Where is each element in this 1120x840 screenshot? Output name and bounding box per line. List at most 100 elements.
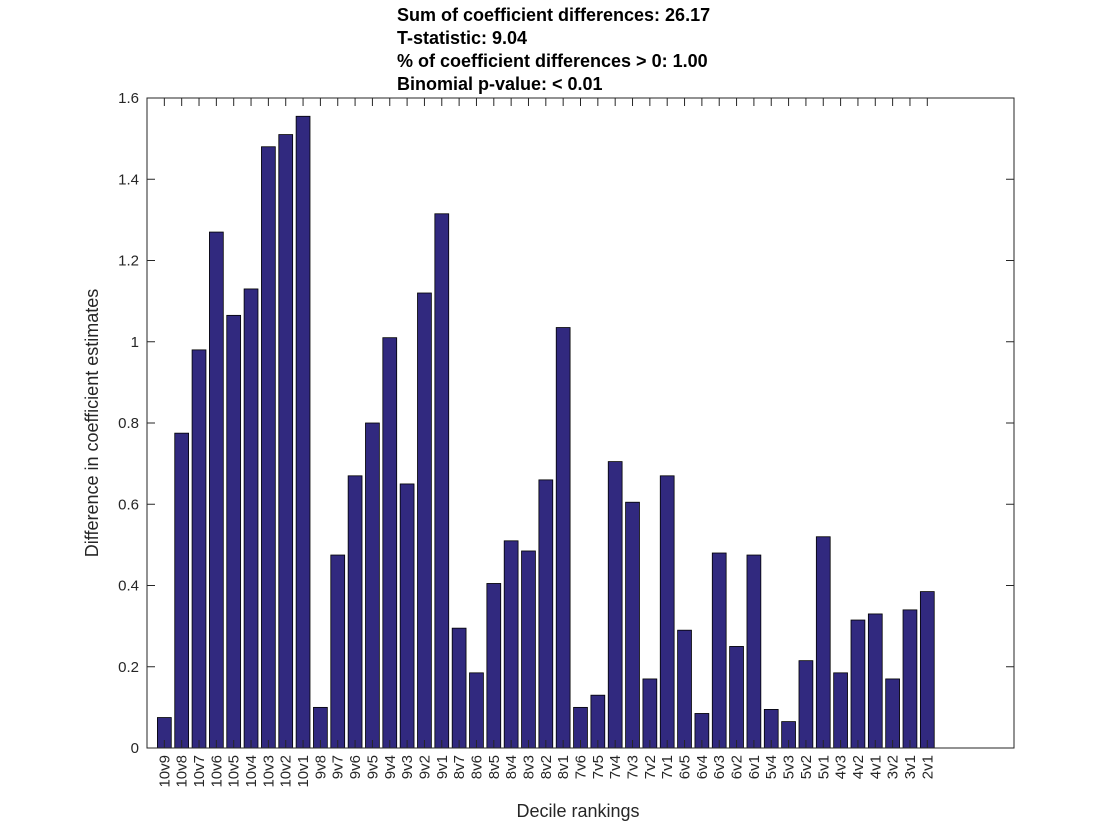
x-tick-label-4v2: 4v2 [850, 755, 867, 779]
bar-5v1 [815, 536, 831, 749]
x-tick-label-5v2: 5v2 [798, 755, 815, 779]
x-tick-label-9v3: 9v3 [399, 755, 416, 779]
x-tick-label-10v8: 10v8 [174, 755, 191, 788]
x-tick-label-2v1: 2v1 [919, 755, 936, 779]
bar-2v1 [919, 591, 935, 749]
bar-8v6 [469, 672, 484, 749]
bar-6v3 [711, 552, 727, 749]
x-tick-label-7v2: 7v2 [642, 755, 659, 779]
x-tick-label-10v3: 10v3 [260, 755, 277, 788]
bar-10v1 [295, 115, 311, 749]
axes-box [146, 97, 1015, 749]
y-tick-label: 0.2 [118, 659, 139, 676]
bar-10v8 [174, 432, 190, 749]
bar-10v7 [191, 349, 207, 749]
title-line-3: % of coefficient differences > 0: 1.00 [397, 51, 708, 71]
x-tick-label-3v2: 3v2 [885, 755, 902, 779]
x-tick-label-8v4: 8v4 [503, 755, 520, 779]
bar-8v5 [486, 583, 502, 749]
bar-6v1 [746, 554, 762, 749]
title-line-1: Sum of coefficient differences: 26.17 [397, 5, 710, 25]
x-tick-label-7v1: 7v1 [659, 755, 676, 779]
x-tick-label-10v2: 10v2 [278, 755, 295, 788]
x-tick-labels: 10v9 10v8 10v7 10v6 10v5 10v4 10v3 10v2 10v1 9v8 9… [156, 755, 936, 788]
bar-3v2 [885, 678, 900, 749]
x-tick-label-9v6: 9v6 [347, 755, 364, 779]
y-tick-label: 1.6 [118, 90, 139, 107]
bars-group [157, 115, 935, 749]
bar-7v4 [607, 461, 623, 749]
x-tick-label-9v1: 9v1 [434, 755, 451, 779]
x-tick-label-8v2: 8v2 [538, 755, 555, 779]
y-tick-label: 0.8 [118, 415, 139, 432]
x-tick-label-6v1: 6v1 [746, 755, 763, 779]
x-tick-label-10v5: 10v5 [226, 755, 243, 788]
bar-9v6 [347, 475, 363, 749]
y-tick-label: 1.2 [118, 253, 139, 270]
x-tick-label-9v2: 9v2 [416, 755, 433, 779]
x-tick-label-8v6: 8v6 [468, 755, 485, 779]
bar-7v1 [659, 475, 675, 749]
y-axis-label: Difference in coefficient estimates [82, 289, 102, 557]
bar-3v1 [902, 609, 918, 749]
x-tick-label-6v3: 6v3 [711, 755, 728, 779]
bar-8v4 [503, 540, 519, 749]
x-tick-label-6v4: 6v4 [694, 755, 711, 779]
chart-title: Sum of coefficient differences: 26.17 T-… [397, 5, 710, 94]
x-tick-label-10v4: 10v4 [243, 755, 260, 788]
bar-6v5 [677, 629, 692, 749]
bar-8v1 [555, 327, 571, 749]
bar-9v5 [365, 422, 380, 749]
y-tick-label: 0.4 [118, 578, 139, 595]
title-line-4: Binomial p-value: < 0.01 [397, 74, 603, 94]
x-tick-label-10v9: 10v9 [156, 755, 173, 788]
bar-8v7 [451, 627, 467, 749]
bar-7v2 [642, 678, 658, 749]
bar-4v1 [867, 613, 883, 749]
x-tick-label-9v4: 9v4 [382, 755, 399, 779]
x-tick-label-10v7: 10v7 [191, 755, 208, 788]
x-tick-label-4v3: 4v3 [833, 755, 850, 779]
title-line-2: T-statistic: 9.04 [397, 28, 527, 48]
bar-9v7 [330, 554, 346, 749]
bar-10v4 [243, 288, 259, 749]
x-tick-label-10v1: 10v1 [295, 755, 312, 788]
y-tick-label: 1.4 [118, 171, 139, 188]
x-tick-label-9v7: 9v7 [330, 755, 347, 779]
x-tick-label-4v1: 4v1 [867, 755, 884, 779]
bar-9v3 [399, 483, 415, 749]
x-tick-label-9v8: 9v8 [312, 755, 329, 779]
bar-4v3 [833, 672, 848, 749]
x-tick-label-6v2: 6v2 [729, 755, 746, 779]
x-tick-label-9v5: 9v5 [364, 755, 381, 779]
bar-5v2 [798, 660, 814, 749]
x-tick-label-3v1: 3v1 [902, 755, 919, 779]
x-tick-label-5v1: 5v1 [815, 755, 832, 779]
x-tick-label-7v3: 7v3 [625, 755, 642, 779]
bar-4v2 [850, 619, 866, 749]
y-tick-label: 0 [131, 740, 139, 757]
y-tick-labels: 0 0.2 0.4 0.6 0.8 1 1.2 1.4 1.6 [118, 90, 139, 757]
axes-group [146, 97, 1015, 749]
bar-10v3 [261, 146, 276, 749]
bar-9v1 [434, 213, 450, 749]
x-tick-label-10v6: 10v6 [208, 755, 225, 788]
y-tick-label: 1 [131, 334, 139, 351]
bar-6v2 [729, 646, 744, 749]
x-tick-label-8v7: 8v7 [451, 755, 468, 779]
bar-10v2 [278, 134, 294, 749]
y-tick-label: 0.6 [118, 496, 139, 513]
bar-9v2 [417, 292, 432, 749]
bar-9v4 [382, 337, 398, 749]
x-axis-label: Decile rankings [516, 801, 639, 821]
x-tick-label-5v3: 5v3 [781, 755, 798, 779]
x-tick-label-7v4: 7v4 [607, 755, 624, 779]
bar-8v3 [521, 550, 536, 749]
x-tick-label-8v3: 8v3 [520, 755, 537, 779]
bar-10v5 [226, 314, 242, 749]
bar-7v3 [625, 501, 640, 749]
x-tick-label-6v5: 6v5 [677, 755, 694, 779]
x-tick-label-7v5: 7v5 [590, 755, 607, 779]
x-tick-label-7v6: 7v6 [573, 755, 590, 779]
